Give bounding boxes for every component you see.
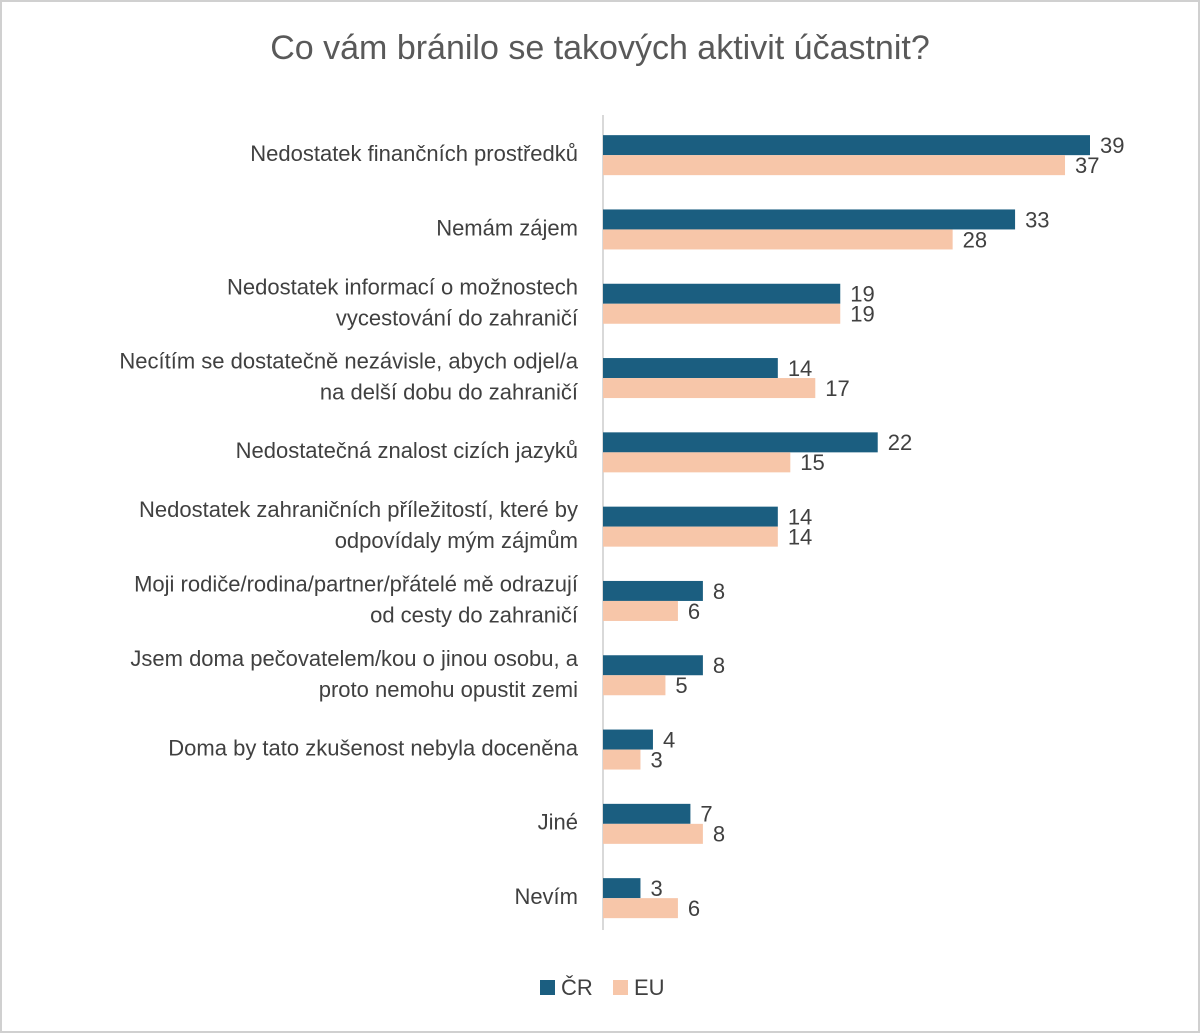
value-label: 5	[675, 673, 687, 698]
value-label: 17	[825, 376, 849, 401]
bar	[603, 209, 1016, 230]
legend-label: ČR	[561, 975, 593, 1000]
value-label: 8	[713, 822, 725, 847]
chart-title: Co vám bránilo se takových aktivit účast…	[270, 29, 930, 67]
bar	[603, 600, 678, 621]
bar	[603, 506, 778, 527]
value-label: 14	[788, 356, 812, 381]
value-label: 3	[650, 876, 662, 901]
bar	[603, 749, 641, 770]
bar	[603, 378, 816, 399]
value-label: 7	[700, 802, 712, 827]
value-label: 33	[1025, 207, 1049, 232]
value-label: 19	[850, 302, 874, 327]
legend-swatch	[613, 980, 628, 995]
bar	[603, 229, 953, 250]
value-label: 6	[688, 599, 700, 624]
category-label: Nemám zájem	[436, 215, 578, 240]
value-label: 15	[800, 450, 824, 475]
bar	[603, 898, 678, 919]
value-label: 14	[788, 524, 812, 549]
category-label: Nevím	[514, 884, 578, 909]
category-label: Nedostatek zahraničních příležitostí, kt…	[139, 497, 578, 553]
value-label: 3	[650, 747, 662, 772]
bar	[603, 432, 878, 453]
bar	[603, 452, 791, 473]
value-label: 8	[713, 653, 725, 678]
value-label: 39	[1100, 133, 1124, 158]
bar	[603, 526, 778, 547]
bar	[603, 675, 666, 696]
bar	[603, 358, 778, 379]
bar	[603, 878, 641, 899]
value-label: 6	[688, 896, 700, 921]
value-label: 22	[888, 430, 912, 455]
bar	[603, 283, 841, 304]
category-label: Doma by tato zkušenost nebyla doceněna	[168, 735, 578, 760]
value-label: 37	[1075, 153, 1099, 178]
category-label: Nedostatek informací o možnostech vycesto…	[227, 274, 578, 330]
value-label: 4	[663, 727, 675, 752]
category-label: Nedostatek finančních prostředků	[250, 141, 578, 166]
bar	[603, 823, 703, 844]
bar	[603, 155, 1066, 176]
value-label: 14	[788, 504, 812, 529]
value-label: 28	[963, 227, 987, 252]
value-label: 8	[713, 579, 725, 604]
bar	[603, 655, 703, 676]
legend-swatch	[540, 980, 555, 995]
bar	[603, 303, 841, 324]
value-label: 19	[850, 282, 874, 307]
category-label: Jsem doma pečovatelem/kou o jinou osobu,…	[130, 646, 578, 702]
category-label: Nedostatečná znalost cizích jazyků	[236, 438, 578, 463]
bar	[603, 729, 653, 750]
category-label: Jiné	[538, 810, 578, 835]
bar	[603, 580, 703, 601]
category-label: Moji rodiče/rodina/partner/přátelé mě od…	[134, 571, 578, 627]
legend-label: EU	[634, 975, 665, 1000]
bar	[603, 803, 691, 824]
category-label: Necítím se dostatečně nezávisle, abych o…	[119, 348, 578, 404]
bar	[603, 135, 1090, 156]
